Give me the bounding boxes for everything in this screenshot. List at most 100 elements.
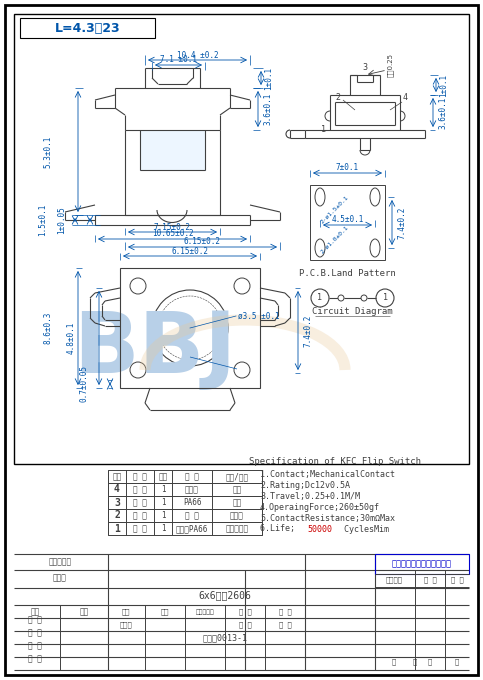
Text: 共: 共 xyxy=(392,659,396,665)
Text: 2: 2 xyxy=(336,94,341,103)
Text: 6.Life;: 6.Life; xyxy=(260,524,300,534)
Bar xyxy=(108,509,262,522)
Text: 产图号: 产图号 xyxy=(53,573,67,583)
Bar xyxy=(140,130,205,170)
Text: CyclesMim: CyclesMim xyxy=(334,524,389,534)
Bar xyxy=(108,483,262,496)
Text: 1: 1 xyxy=(114,524,120,534)
Text: 日 期: 日 期 xyxy=(279,609,291,615)
Text: P.C.B.Land Pattern: P.C.B.Land Pattern xyxy=(298,269,396,277)
Text: 8.6±0.3: 8.6±0.3 xyxy=(43,312,53,344)
Text: 5.3±0.1: 5.3±0.1 xyxy=(43,135,53,168)
Text: Circuit Diagram: Circuit Diagram xyxy=(312,307,392,316)
Text: 2-ø1.5±0.1: 2-ø1.5±0.1 xyxy=(320,195,350,225)
Text: 1.Contact;MechanicalContact: 1.Contact;MechanicalContact xyxy=(260,469,395,479)
Text: 黑色: 黑色 xyxy=(232,498,242,507)
Text: 1: 1 xyxy=(161,485,165,494)
Text: 10.65±0.2: 10.65±0.2 xyxy=(152,230,193,239)
Text: 3.6±0.1: 3.6±0.1 xyxy=(264,92,272,125)
Text: 铁 皮: 铁 皮 xyxy=(185,511,199,520)
Text: 标记: 标记 xyxy=(122,609,130,615)
Text: 名 称: 名 称 xyxy=(133,472,147,481)
Text: 签 字: 签 字 xyxy=(239,609,251,615)
Text: 镀途/颜色: 镀途/颜色 xyxy=(226,472,249,481)
Text: 日期: 日期 xyxy=(30,607,40,617)
Text: 3.Travel;0.25+0.1M/M: 3.Travel;0.25+0.1M/M xyxy=(260,492,360,500)
Text: 1: 1 xyxy=(161,498,165,507)
Text: 序号: 序号 xyxy=(113,472,122,481)
Bar xyxy=(108,522,262,535)
Text: 3: 3 xyxy=(114,498,120,507)
Text: 日 期: 日 期 xyxy=(279,622,291,628)
Text: 3.6±0.1: 3.6±0.1 xyxy=(439,97,448,129)
Bar xyxy=(375,554,469,574)
Bar xyxy=(120,268,260,388)
Text: 7±0.1: 7±0.1 xyxy=(336,163,359,173)
Text: 底 座: 底 座 xyxy=(133,524,147,533)
Text: 材 料: 材 料 xyxy=(185,472,199,481)
Text: 重 量: 重 量 xyxy=(424,577,436,583)
Text: 銀白: 銀白 xyxy=(232,485,242,494)
Bar xyxy=(310,185,385,260)
Text: ø3.5 ±0.1: ø3.5 ±0.1 xyxy=(238,311,280,320)
Text: 1: 1 xyxy=(161,524,165,533)
Text: 比 侍: 比 侍 xyxy=(451,577,463,583)
Text: 1.5±0.1: 1.5±0.1 xyxy=(39,204,47,236)
Text: 深圳市步步精科技有限公司: 深圳市步步精科技有限公司 xyxy=(392,560,452,568)
Text: 接 子: 接 子 xyxy=(133,498,147,507)
Text: 校 对: 校 对 xyxy=(28,628,42,638)
Text: 7.15±0.2: 7.15±0.2 xyxy=(154,222,191,231)
Text: 镀铜锡: 镀铜锡 xyxy=(230,511,244,520)
Text: 2-ø1.0±0.1: 2-ø1.0±0.1 xyxy=(320,225,350,255)
Bar xyxy=(14,14,469,464)
Text: 4.OperaingForce;260±50gf: 4.OperaingForce;260±50gf xyxy=(260,503,380,511)
Text: 不锈锂: 不锈锂 xyxy=(185,485,199,494)
Text: 50000: 50000 xyxy=(307,524,332,534)
Text: 更改文件号: 更改文件号 xyxy=(196,609,214,615)
Text: 1: 1 xyxy=(321,126,326,135)
Text: 黑色与模效: 黑色与模效 xyxy=(226,524,249,533)
Text: 5.ContactResistance;30mΩMax: 5.ContactResistance;30mΩMax xyxy=(260,513,395,522)
Bar xyxy=(20,18,155,38)
Text: 批 准: 批 准 xyxy=(239,622,251,628)
Text: 行程0.25: 行程0.25 xyxy=(387,53,394,77)
Text: 2.Rating;Dc12v0.5A: 2.Rating;Dc12v0.5A xyxy=(260,481,350,490)
Text: 张: 张 xyxy=(455,659,459,665)
Text: 弹 片: 弹 片 xyxy=(133,485,147,494)
Circle shape xyxy=(338,295,344,301)
Text: 工 艺: 工 艺 xyxy=(28,654,42,664)
Text: 审 核: 审 核 xyxy=(28,641,42,651)
Text: 支 架: 支 架 xyxy=(133,511,147,520)
Text: PA66: PA66 xyxy=(183,498,201,507)
Text: 1±0.1: 1±0.1 xyxy=(440,73,449,97)
Text: 7.4±0.2: 7.4±0.2 xyxy=(398,206,407,239)
Text: 6x6支架2606: 6x6支架2606 xyxy=(199,590,252,600)
Text: 1: 1 xyxy=(161,511,165,520)
Bar xyxy=(108,470,262,483)
Text: 标准化: 标准化 xyxy=(120,622,132,628)
Text: 3: 3 xyxy=(363,63,368,73)
Text: 旧底图总号: 旧底图总号 xyxy=(48,558,71,566)
Circle shape xyxy=(361,295,367,301)
Text: 4.8±0.1: 4.8±0.1 xyxy=(67,322,75,354)
Text: 7.4±0.2: 7.4±0.2 xyxy=(303,314,313,347)
Text: 1±0.05: 1±0.05 xyxy=(57,206,67,234)
Text: 0.7±0.05: 0.7±0.05 xyxy=(80,366,88,403)
Text: 处理: 处理 xyxy=(161,609,169,615)
Text: 1: 1 xyxy=(317,294,323,303)
Text: L=4.3～23: L=4.3～23 xyxy=(55,22,121,35)
Text: 设 计: 设 计 xyxy=(28,615,42,624)
Text: 4: 4 xyxy=(114,484,120,494)
Text: 1±0.1: 1±0.1 xyxy=(265,67,273,90)
Text: 1: 1 xyxy=(383,294,387,303)
Text: 张: 张 xyxy=(413,659,417,665)
Text: 4.5±0.1: 4.5±0.1 xyxy=(331,216,364,224)
Text: 7.1 ±0.1: 7.1 ±0.1 xyxy=(160,56,197,65)
Text: 数量: 数量 xyxy=(158,472,168,481)
Text: 黄铜与PA66: 黄铜与PA66 xyxy=(176,524,208,533)
Text: BBJ: BBJ xyxy=(73,309,237,392)
Text: 编码：0013-1: 编码：0013-1 xyxy=(202,634,247,643)
Text: 10.4 ±0.2: 10.4 ±0.2 xyxy=(177,50,218,60)
Text: 第: 第 xyxy=(428,659,432,665)
Text: 图样标记: 图样标记 xyxy=(385,577,402,583)
